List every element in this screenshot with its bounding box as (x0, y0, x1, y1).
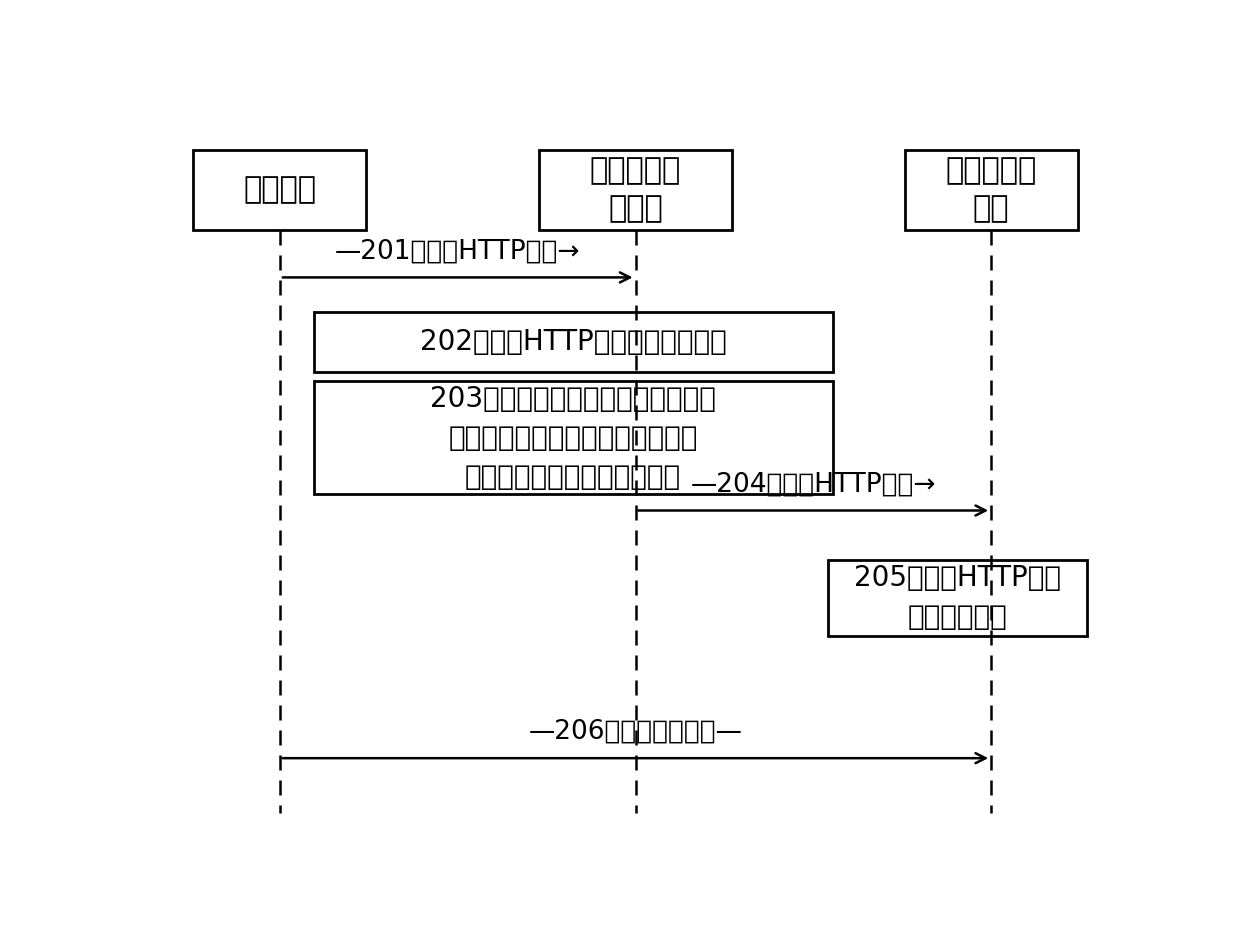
Text: 目标网络服
务器: 目标网络服 务器 (945, 156, 1037, 223)
Text: —206、发送响应结果—: —206、发送响应结果— (528, 719, 743, 745)
Bar (314, 381, 832, 494)
Bar (905, 150, 1078, 230)
Text: 代理关系配
置装置: 代理关系配 置装置 (590, 156, 681, 223)
Text: 202、提取HTTP请求中的域名信息: 202、提取HTTP请求中的域名信息 (419, 328, 727, 357)
Bar (828, 560, 1087, 636)
Bar (539, 150, 732, 230)
Bar (314, 312, 832, 372)
Bar (193, 150, 367, 230)
Text: —204、转发HTTP请求→: —204、转发HTTP请求→ (691, 471, 936, 498)
Text: 203、根据域名信息，在内存中存储
的代理关系映射表中确定目标域名
对应的目标网络服务器的地址: 203、根据域名信息，在内存中存储 的代理关系映射表中确定目标域名 对应的目标网… (430, 385, 715, 491)
Text: 205、根据HTTP请求
生成响应结果: 205、根据HTTP请求 生成响应结果 (854, 565, 1061, 631)
Text: —201、发送HTTP请求→: —201、发送HTTP请求→ (335, 238, 580, 264)
Text: 终端设备: 终端设备 (243, 176, 316, 204)
